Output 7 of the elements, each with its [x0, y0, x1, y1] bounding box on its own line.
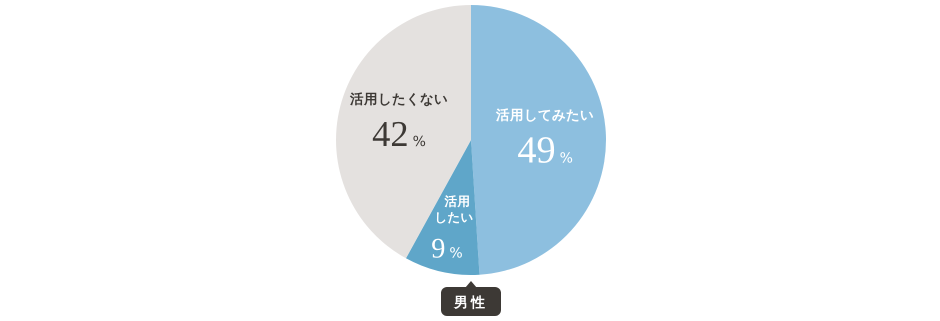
- data-label: 49%: [517, 130, 573, 172]
- slice-label: 活用してみたい: [495, 108, 594, 124]
- slice-label: 活用したい: [434, 193, 474, 224]
- data-label: 9%: [431, 233, 463, 264]
- text: 男性: [453, 295, 488, 311]
- data-label: 42%: [372, 113, 426, 154]
- slice-label: 活用したくない: [349, 92, 448, 108]
